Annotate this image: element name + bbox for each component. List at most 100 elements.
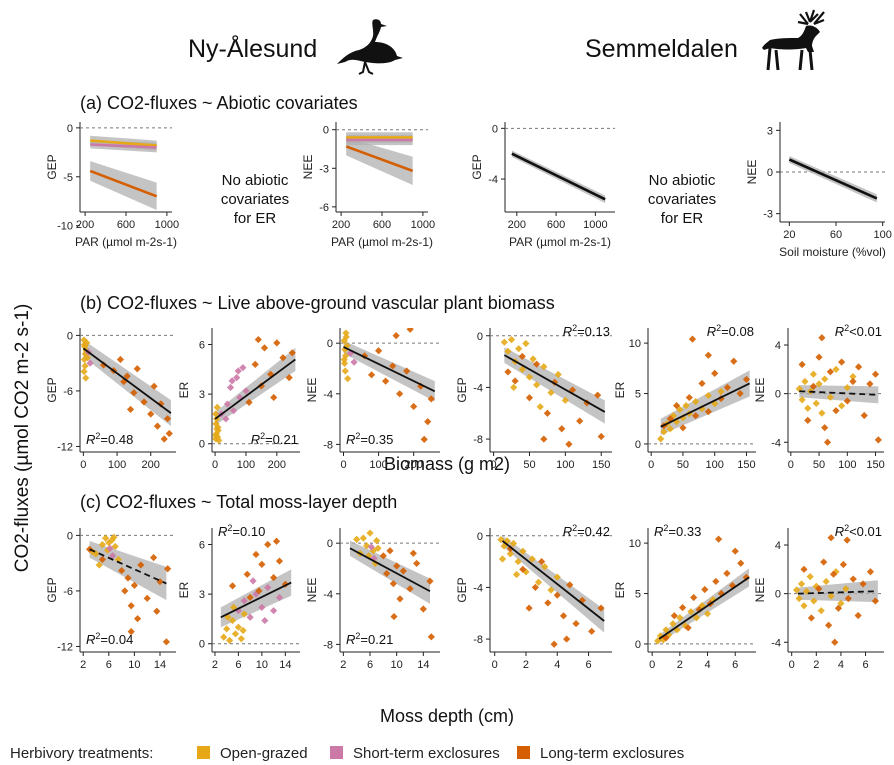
data-point (804, 404, 812, 412)
data-point (215, 436, 223, 445)
data-point (279, 354, 287, 362)
panel-b6: 4 0 -4 0 50 100 150 NEE R2<0.01 (753, 323, 885, 471)
data-point (518, 352, 526, 361)
data-point (344, 375, 352, 383)
x-tick-label: 100 (838, 459, 856, 471)
y-tick-label: -6 (63, 386, 73, 398)
x-tick-label: 200 (405, 459, 423, 471)
y-tick-label: 0 (477, 331, 483, 343)
data-point (818, 334, 826, 342)
data-point (242, 387, 250, 395)
y-tick-label: 0 (327, 338, 333, 350)
x-tick-label: 50 (813, 459, 825, 471)
data-point (834, 604, 843, 612)
data-point (374, 544, 382, 552)
fit-line (89, 548, 167, 585)
data-point (672, 418, 681, 426)
x-axis-label: PAR (µmol m-2s-1) (331, 235, 433, 249)
y-tick-label: 0 (67, 530, 73, 542)
y-tick-label: -12 (57, 641, 73, 653)
data-point (711, 369, 719, 377)
moss-x-label: Moss depth (cm) (380, 706, 514, 726)
data-point (659, 636, 667, 644)
data-point (116, 355, 125, 364)
data-point (662, 626, 670, 634)
fit-line-3 (345, 145, 414, 173)
ci-band (83, 340, 171, 427)
x-tick-label: 200 (508, 219, 526, 231)
fit-line (799, 390, 879, 396)
data-point (239, 626, 247, 635)
data-point (715, 535, 723, 543)
data-point (114, 555, 122, 564)
data-point (687, 608, 695, 616)
data-point (558, 425, 566, 433)
y-axis-label: NEE (745, 160, 759, 185)
data-point (809, 370, 818, 378)
data-point (821, 424, 829, 432)
data-point (109, 552, 117, 560)
y-tick-label: -6 (319, 202, 329, 214)
r-squared-label: R2=0.42 (563, 523, 610, 539)
y-axis-label: ER (613, 381, 627, 398)
ci-band (502, 535, 605, 633)
data-point (230, 407, 238, 415)
data-point (417, 382, 425, 390)
data-point (251, 360, 259, 368)
data-point (547, 586, 555, 594)
ci-band (660, 370, 750, 435)
data-point (261, 616, 269, 625)
data-point (730, 357, 738, 365)
data-point (270, 607, 278, 615)
data-point (504, 368, 512, 376)
data-point (531, 583, 539, 592)
data-point (419, 605, 427, 613)
y-tick-label: 3 (199, 389, 205, 401)
y-tick-label: 3 (767, 125, 773, 137)
data-point (561, 396, 569, 404)
data-point (690, 593, 698, 602)
data-point (566, 581, 574, 589)
x-tick-label: 10 (391, 659, 403, 671)
legend-title: Herbivory treatments: (10, 745, 153, 762)
x-tick-label: 6 (106, 659, 112, 671)
y-axis-label: ER (177, 381, 191, 398)
data-point (509, 539, 518, 548)
data-point (137, 561, 145, 569)
x-tick-label: 6 (367, 659, 373, 671)
x-tick-label: 150 (592, 459, 610, 471)
r-squared-label: R2=0.48 (86, 431, 133, 447)
data-point (669, 620, 677, 628)
data-point (106, 544, 114, 552)
data-point (709, 595, 717, 604)
y-tick-label: -8 (323, 439, 333, 451)
data-point (130, 389, 138, 397)
data-point (409, 549, 417, 557)
x-tick-label: 1000 (155, 219, 179, 231)
data-point (157, 400, 165, 408)
data-point (406, 585, 414, 593)
data-point (367, 371, 376, 379)
no-er-note-left-line3: for ER (234, 210, 277, 227)
data-point (353, 535, 361, 543)
fit-line (503, 354, 606, 413)
fit-line (501, 540, 605, 622)
r-squared-label: R2=0.21 (251, 431, 298, 447)
y-tick-label: -12 (57, 441, 73, 453)
x-axis-label: PAR (µmol m-2s-1) (509, 235, 611, 249)
x-tick-label: 0 (788, 459, 794, 471)
panel-c6: 4 0 -4 0 2 4 6 NEE R2<0.01 (753, 523, 884, 671)
ci-band-3 (346, 137, 413, 185)
data-point (688, 335, 697, 343)
data-point (812, 582, 820, 590)
data-point (228, 377, 236, 385)
y-tick-label: 4 (775, 540, 781, 552)
data-point (522, 568, 530, 576)
data-point (849, 377, 857, 386)
data-point (806, 573, 814, 581)
data-point (672, 402, 681, 410)
data-point (541, 563, 549, 571)
